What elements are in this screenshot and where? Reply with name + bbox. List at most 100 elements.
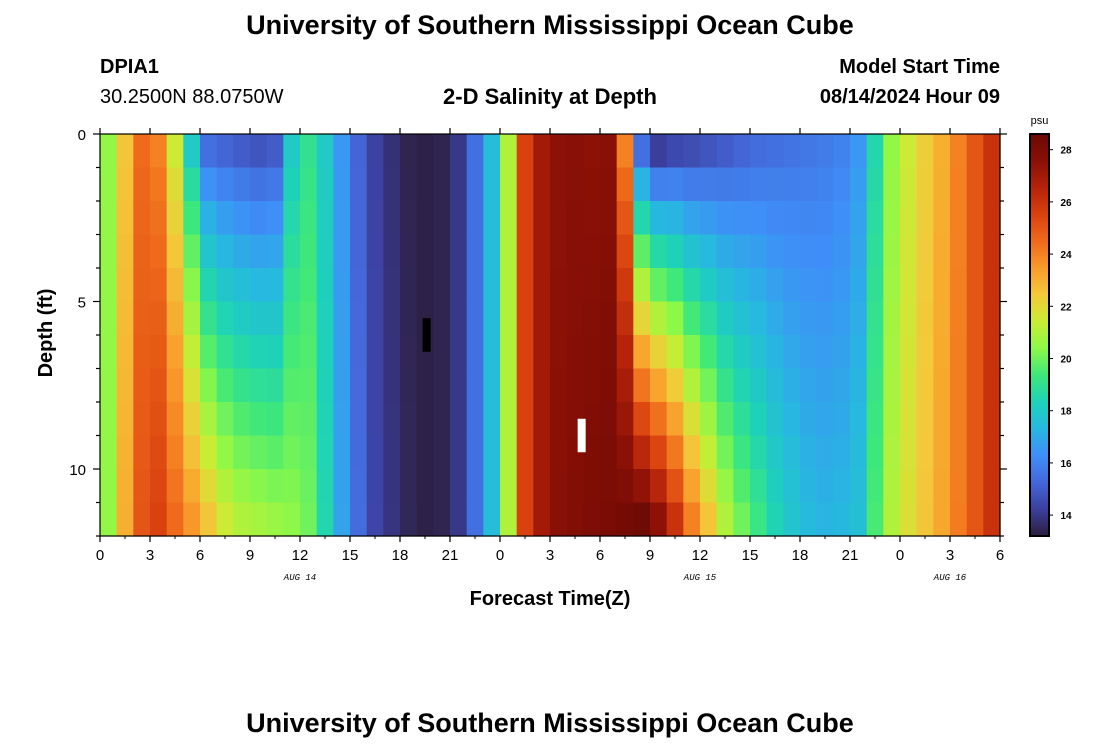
- heatmap-cell: [866, 402, 884, 437]
- heatmap-cell: [466, 335, 484, 370]
- heatmap-cell: [483, 167, 501, 202]
- heatmap-cell: [283, 402, 301, 437]
- heatmap-cell: [633, 134, 651, 169]
- heatmap-cell: [966, 167, 984, 202]
- heatmap-cell: [883, 134, 901, 169]
- heatmap-cell: [333, 134, 351, 169]
- heatmap-cell: [616, 134, 634, 169]
- heatmap-cell: [683, 301, 701, 336]
- heatmap-cell: [900, 368, 918, 403]
- heatmap-cell: [966, 435, 984, 470]
- heatmap-cell: [233, 368, 251, 403]
- heatmap-cell: [916, 301, 934, 336]
- heatmap-cell: [616, 502, 634, 537]
- heatmap-cell: [833, 368, 851, 403]
- heatmap-cell: [400, 502, 418, 537]
- heatmap-cell: [766, 234, 784, 269]
- heatmap-cell: [216, 167, 234, 202]
- heatmap-cell: [433, 402, 451, 437]
- heatmap-cell: [433, 435, 451, 470]
- colorbar-tick-label: 16: [1060, 459, 1072, 470]
- heatmap-cell: [750, 335, 768, 370]
- heatmap-cell: [233, 134, 251, 169]
- heatmap-cell: [333, 469, 351, 504]
- heatmap-cell: [866, 368, 884, 403]
- y-tick-label: 0: [78, 127, 86, 144]
- heatmap-cell: [766, 201, 784, 236]
- heatmap-cell: [116, 469, 134, 504]
- heatmap-cell: [166, 502, 184, 537]
- heatmap-cell: [550, 201, 568, 236]
- heatmap-cell: [516, 201, 534, 236]
- heatmap-cell: [600, 268, 618, 303]
- heatmap-cell: [183, 469, 201, 504]
- heatmap-cell: [533, 469, 551, 504]
- heatmap-cell: [500, 469, 518, 504]
- heatmap-cell: [766, 167, 784, 202]
- heatmap-cell: [916, 268, 934, 303]
- heatmap-cell: [266, 469, 284, 504]
- heatmap-cell: [100, 301, 118, 336]
- heatmap-cell: [766, 368, 784, 403]
- heatmap-cell: [700, 201, 718, 236]
- heatmap-cell: [750, 502, 768, 537]
- heatmap-cell: [916, 201, 934, 236]
- colorbar-tick-label: 28: [1060, 146, 1072, 157]
- heatmap-cell: [466, 301, 484, 336]
- heatmap-cell: [550, 301, 568, 336]
- heatmap-cell: [483, 234, 501, 269]
- colorbar-tick-label: 26: [1060, 198, 1072, 209]
- heatmap-cell: [900, 502, 918, 537]
- heatmap-cell: [900, 134, 918, 169]
- heatmap-cell: [166, 301, 184, 336]
- heatmap-cell: [250, 402, 268, 437]
- heatmap-cell: [100, 268, 118, 303]
- heatmap-cell: [333, 402, 351, 437]
- heatmap-cell: [750, 201, 768, 236]
- x-tick-label: 6: [596, 547, 604, 564]
- heatmap-cell: [250, 201, 268, 236]
- heatmap-cell: [283, 435, 301, 470]
- heatmap-cell: [700, 368, 718, 403]
- heatmap-cell: [483, 368, 501, 403]
- heatmap-cell: [683, 167, 701, 202]
- heatmap-cell: [516, 234, 534, 269]
- heatmap-cell: [450, 167, 468, 202]
- heatmap-cell: [400, 469, 418, 504]
- heatmap-cell: [850, 201, 868, 236]
- heatmap-cell: [533, 368, 551, 403]
- heatmap-cell: [583, 234, 601, 269]
- heatmap-cell: [983, 368, 1001, 403]
- heatmap-cell: [516, 167, 534, 202]
- heatmap-cell: [450, 502, 468, 537]
- heatmap-cell: [633, 201, 651, 236]
- heatmap-cell: [483, 402, 501, 437]
- heatmap-cell: [200, 167, 218, 202]
- heatmap-cell: [200, 234, 218, 269]
- heatmap-cell: [583, 167, 601, 202]
- heatmap-cell: [416, 502, 434, 537]
- heatmap-cell: [533, 201, 551, 236]
- heatmap-cell: [833, 234, 851, 269]
- heatmap-cell: [416, 167, 434, 202]
- heatmap-cell: [833, 335, 851, 370]
- heatmap-cell: [833, 167, 851, 202]
- heatmap-cell: [600, 502, 618, 537]
- heatmap-cell: [266, 167, 284, 202]
- heatmap-cell: [150, 368, 168, 403]
- heatmap-cell: [600, 435, 618, 470]
- heatmap-cell: [666, 435, 684, 470]
- heatmap-cell: [966, 469, 984, 504]
- heatmap-cell: [216, 268, 234, 303]
- heatmap-cell: [133, 134, 151, 169]
- heatmap-cell: [916, 402, 934, 437]
- heatmap-cell: [850, 335, 868, 370]
- heatmap-cell: [616, 301, 634, 336]
- heatmap-cell: [366, 502, 384, 537]
- heatmap-cell: [316, 469, 334, 504]
- heatmap-cell: [983, 201, 1001, 236]
- heatmap-cell: [250, 234, 268, 269]
- heatmap-cell: [633, 368, 651, 403]
- heatmap-cell: [683, 402, 701, 437]
- x-tick-label: 0: [896, 547, 904, 564]
